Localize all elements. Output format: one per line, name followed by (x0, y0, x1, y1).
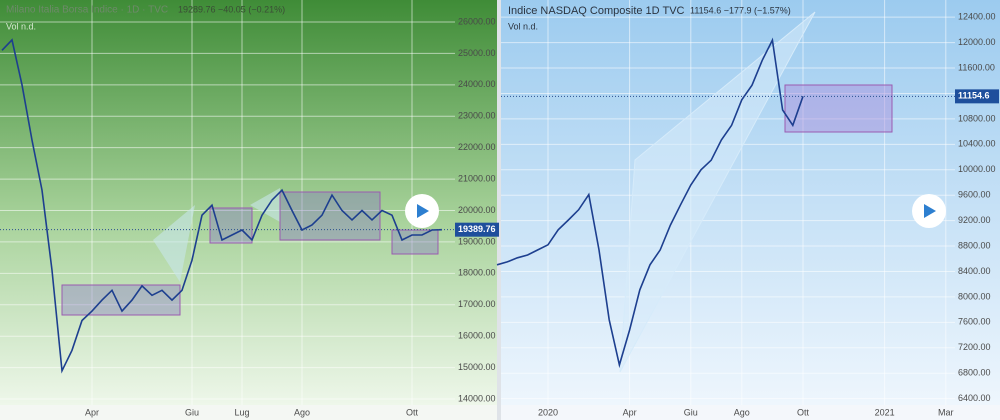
last-price-label: 11154.6 (958, 91, 990, 101)
y-tick-label: 6400.00 (958, 393, 991, 403)
divider (497, 0, 501, 420)
y-tick-label: 10800.00 (958, 113, 996, 123)
play-icon[interactable] (924, 204, 936, 218)
y-tick-label: 21000.00 (458, 173, 496, 183)
y-tick-label: 17000.00 (458, 299, 496, 309)
y-tick-label: 7200.00 (958, 342, 991, 352)
drawing-box (61, 284, 181, 316)
x-tick-label: 2021 (875, 407, 895, 417)
x-tick-label: Ago (734, 407, 750, 417)
quote: 19289.76 −40.05 (−0.21%) (178, 4, 285, 14)
price-line (1, 38, 443, 374)
last-price-badge (455, 222, 499, 237)
y-tick-label: 25000.00 (458, 48, 496, 58)
y-tick-label: 19000.00 (458, 236, 496, 246)
play-button[interactable] (405, 194, 439, 228)
y-tick-label: 15000.00 (458, 362, 496, 372)
chart-title: Indice NASDAQ Composite 1D TVC (508, 5, 685, 17)
drawing-box (209, 207, 253, 244)
plots: 19389.76 11154.6 (0, 37, 999, 374)
y-tick-label: 16000.00 (458, 331, 496, 341)
x-tick-label: Mar (938, 407, 954, 417)
x-tick-label: Apr (623, 407, 637, 417)
y-tick-label: 11600.00 (958, 62, 995, 72)
y-tick-label: 18000.00 (458, 268, 496, 278)
y-tick-label: 8400.00 (958, 266, 991, 276)
drawing-wedge (619, 11, 816, 373)
x-tick-label: Ott (406, 407, 419, 417)
y-tick-label: 6800.00 (958, 368, 991, 378)
volume-label: Vol n.d. (508, 21, 538, 31)
x-tick-label: Giu (185, 407, 199, 417)
drawings (61, 11, 893, 373)
chart-title: Milano Italia Borsa Indice · 1D · TVC (6, 5, 168, 16)
price-line (496, 37, 804, 369)
y-tick-label: 12000.00 (958, 37, 996, 47)
play-icon[interactable] (417, 204, 429, 218)
y-tick-label: 12400.00 (958, 12, 996, 22)
volume-label: Vol n.d. (6, 21, 36, 31)
y-tick-label: 26000.00 (458, 16, 496, 26)
y-tick-label: 9600.00 (958, 190, 991, 200)
x-tick-label: Ott (797, 407, 810, 417)
x-tick-label: Giu (684, 407, 698, 417)
x-tick-label: Apr (85, 407, 99, 417)
y-tick-label: 10000.00 (958, 164, 996, 174)
last-price-badge (955, 89, 999, 104)
drawing-wedge (153, 205, 195, 282)
y-tick-label: 22000.00 (458, 142, 496, 152)
y-tick-label: 24000.00 (458, 79, 496, 89)
drawing-wedge (250, 188, 280, 222)
y-tick-label: 8000.00 (958, 291, 991, 301)
last-price-label: 19389.76 (458, 224, 496, 234)
y-tick-label: 20000.00 (458, 205, 496, 215)
drawing-box (784, 84, 893, 133)
y-tick-label: 23000.00 (458, 111, 496, 121)
x-tick-label: 2020 (538, 407, 558, 417)
quote: 11154.6 −177.9 (−1.57%) (690, 5, 791, 15)
y-tick-label: 9200.00 (958, 215, 991, 225)
y-tick-label: 7600.00 (958, 317, 991, 327)
y-tick-label: 14000.00 (458, 393, 496, 403)
time-axis-background (0, 405, 497, 420)
y-tick-label: 10400.00 (958, 139, 996, 149)
play-button[interactable] (912, 194, 946, 228)
x-tick-label: Ago (294, 407, 310, 417)
y-tick-label: 8800.00 (958, 240, 991, 250)
x-tick-label: Lug (234, 407, 249, 417)
time-axis-background (501, 405, 1000, 420)
